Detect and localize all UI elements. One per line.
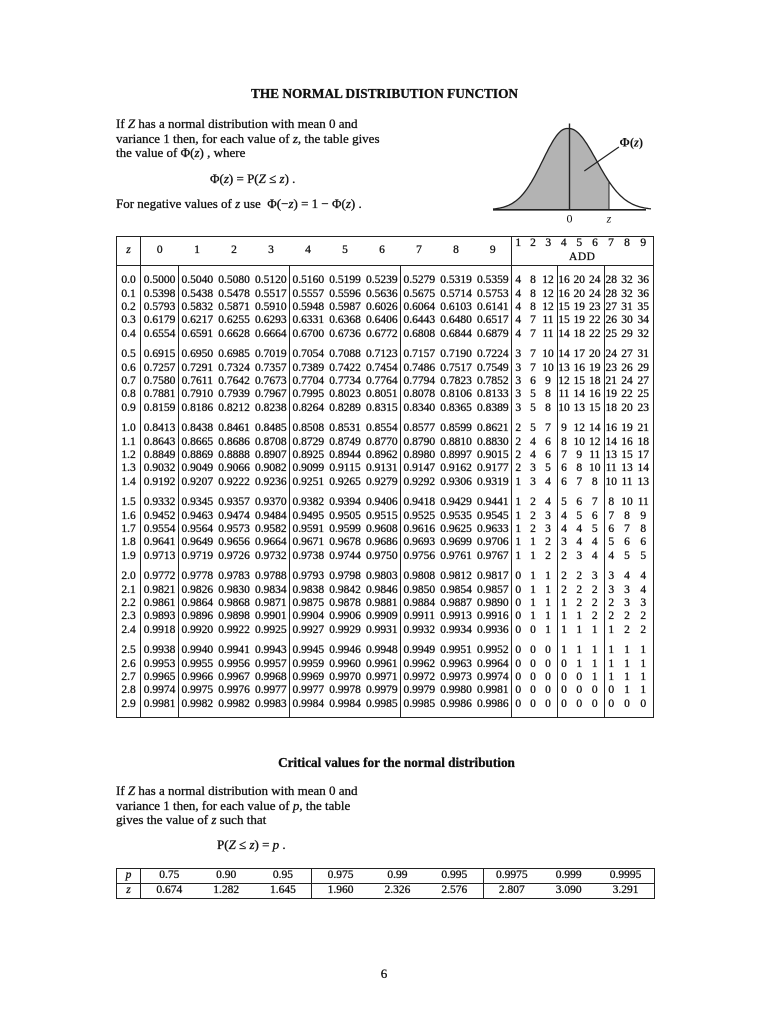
svg-text:0: 0 <box>567 212 573 226</box>
svg-text:Φ(z): Φ(z) <box>620 136 644 150</box>
svg-text:z: z <box>606 212 612 226</box>
